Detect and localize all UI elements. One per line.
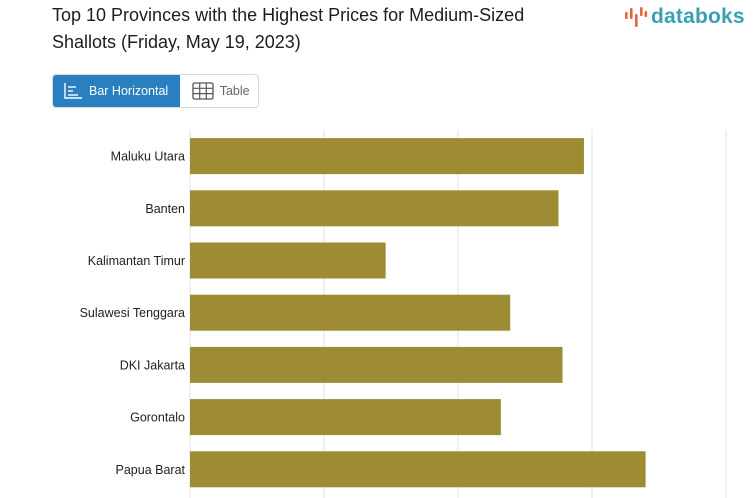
category-label: Papua Barat: [116, 463, 186, 477]
databoks-logo-icon: [625, 7, 648, 27]
category-label: Kalimantan Timur: [88, 254, 185, 268]
bar-gorontalo[interactable]: [190, 399, 501, 436]
category-label: Banten: [145, 202, 185, 216]
bar-papua-barat[interactable]: [190, 451, 646, 488]
tab-bar-horizontal[interactable]: Bar Horizontal: [53, 75, 180, 107]
logo-text: databoks: [651, 5, 745, 28]
bar-maluku-utara[interactable]: [190, 138, 584, 175]
bar-kalimantan-timur[interactable]: [190, 242, 386, 279]
category-label: DKI Jakarta: [120, 358, 185, 372]
table-icon: [192, 82, 214, 100]
bar-chart-icon: [63, 82, 83, 100]
bar-sulawesi-tenggara[interactable]: [190, 294, 511, 331]
databoks-logo[interactable]: databoks: [624, 4, 745, 30]
tab-bar-horizontal-label: Bar Horizontal: [89, 84, 169, 98]
tab-table-label: Table: [219, 84, 250, 98]
chart-title: Top 10 Provinces with the Highest Prices…: [52, 5, 525, 52]
category-label: Gorontalo: [130, 411, 185, 425]
tab-table[interactable]: Table: [180, 75, 258, 107]
bar-dki-jakarta[interactable]: [190, 346, 563, 383]
category-label: Maluku Utara: [111, 150, 185, 164]
bar-banten[interactable]: [190, 190, 559, 227]
view-toggle: Bar Horizontal Table: [52, 74, 259, 108]
category-label: Sulawesi Tenggara: [80, 306, 185, 320]
